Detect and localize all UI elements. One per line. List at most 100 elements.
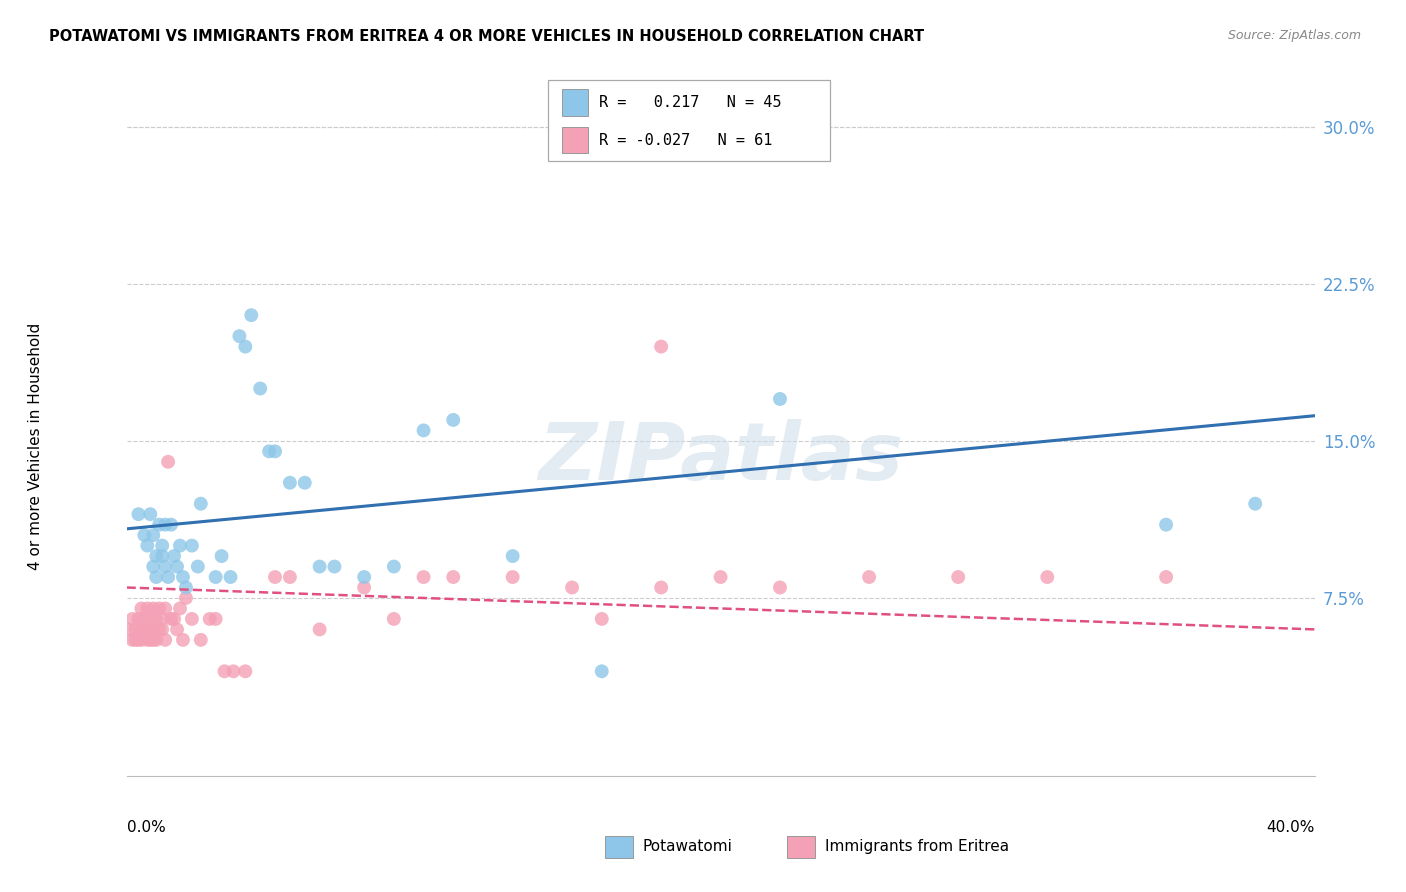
Point: [157, 455, 180, 469]
Point: [858, 570, 880, 584]
Point: [166, 623, 188, 637]
Point: [591, 612, 613, 626]
Point: [709, 570, 731, 584]
Text: 0.0%: 0.0%: [127, 821, 166, 835]
Text: ZIPatlas: ZIPatlas: [538, 419, 903, 497]
Point: [124, 623, 146, 637]
Point: [153, 601, 176, 615]
Text: 4 or more Vehicles in Household: 4 or more Vehicles in Household: [28, 322, 42, 570]
Point: [249, 382, 271, 396]
Point: [139, 632, 162, 647]
Point: [121, 632, 143, 647]
Point: [136, 601, 159, 615]
Point: [134, 623, 156, 637]
Point: [264, 570, 287, 584]
Point: [382, 559, 405, 574]
Point: [166, 559, 188, 574]
Point: [142, 601, 165, 615]
Point: [561, 581, 583, 595]
Point: [308, 623, 330, 637]
Point: [157, 570, 180, 584]
Text: 40.0%: 40.0%: [1267, 821, 1315, 835]
Point: [211, 549, 233, 563]
Point: [127, 632, 149, 647]
Point: [118, 623, 141, 637]
Point: [769, 581, 792, 595]
Point: [163, 549, 186, 563]
Point: [190, 497, 212, 511]
Point: [121, 612, 143, 626]
Point: [180, 612, 202, 626]
Point: [204, 612, 226, 626]
Point: [1154, 517, 1177, 532]
Point: [222, 665, 245, 679]
Point: [136, 539, 159, 553]
Point: [139, 623, 162, 637]
Point: [148, 517, 170, 532]
Text: Source: ZipAtlas.com: Source: ZipAtlas.com: [1227, 29, 1361, 42]
Text: POTAWATOMI VS IMMIGRANTS FROM ERITREA 4 OR MORE VEHICLES IN HOUSEHOLD CORRELATIO: POTAWATOMI VS IMMIGRANTS FROM ERITREA 4 …: [49, 29, 924, 44]
Point: [502, 570, 524, 584]
Point: [150, 612, 173, 626]
Point: [1244, 497, 1267, 511]
Point: [142, 623, 165, 637]
Point: [131, 632, 153, 647]
Point: [134, 612, 156, 626]
Text: Immigrants from Eritrea: Immigrants from Eritrea: [825, 839, 1010, 855]
Point: [142, 528, 165, 542]
Point: [145, 570, 167, 584]
Point: [948, 570, 970, 584]
Point: [769, 392, 792, 406]
Point: [172, 632, 194, 647]
Point: [174, 581, 197, 595]
Point: [1154, 570, 1177, 584]
Point: [214, 665, 236, 679]
Point: [153, 632, 176, 647]
Point: [233, 340, 256, 354]
Point: [131, 623, 153, 637]
Point: [150, 549, 173, 563]
Point: [142, 559, 165, 574]
Point: [650, 581, 672, 595]
Point: [353, 581, 375, 595]
Point: [240, 308, 263, 322]
Point: [257, 444, 280, 458]
Point: [160, 517, 183, 532]
Point: [441, 570, 464, 584]
Point: [124, 632, 146, 647]
Point: [136, 632, 159, 647]
Point: [591, 665, 613, 679]
Point: [139, 612, 162, 626]
Point: [278, 475, 301, 490]
Point: [153, 517, 176, 532]
Point: [180, 539, 202, 553]
Point: [169, 539, 191, 553]
Point: [160, 612, 183, 626]
Point: [441, 413, 464, 427]
Point: [127, 612, 149, 626]
Point: [187, 559, 209, 574]
Point: [1036, 570, 1059, 584]
Point: [150, 623, 173, 637]
Point: [412, 570, 434, 584]
Point: [153, 559, 176, 574]
Point: [412, 424, 434, 438]
Point: [142, 632, 165, 647]
Point: [174, 591, 197, 605]
Point: [198, 612, 221, 626]
Text: R = -0.027   N = 61: R = -0.027 N = 61: [599, 133, 772, 147]
Point: [163, 612, 186, 626]
Point: [382, 612, 405, 626]
Point: [131, 601, 153, 615]
Text: R =   0.217   N = 45: R = 0.217 N = 45: [599, 95, 782, 110]
Point: [233, 665, 256, 679]
Point: [145, 549, 167, 563]
Point: [228, 329, 250, 343]
Point: [323, 559, 346, 574]
Point: [169, 601, 191, 615]
Point: [278, 570, 301, 584]
Point: [134, 528, 156, 542]
Point: [308, 559, 330, 574]
Point: [127, 507, 149, 521]
Point: [650, 340, 672, 354]
